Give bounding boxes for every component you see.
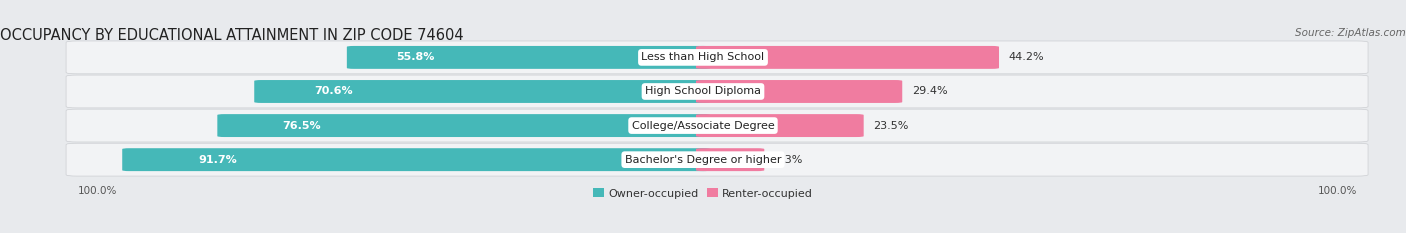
- Text: 29.4%: 29.4%: [912, 86, 948, 96]
- FancyBboxPatch shape: [66, 41, 1368, 74]
- FancyBboxPatch shape: [696, 114, 863, 137]
- Text: 100.0%: 100.0%: [1317, 186, 1357, 196]
- Text: 23.5%: 23.5%: [873, 120, 908, 130]
- FancyBboxPatch shape: [696, 46, 1000, 69]
- Legend: Owner-occupied, Renter-occupied: Owner-occupied, Renter-occupied: [589, 184, 817, 203]
- FancyBboxPatch shape: [122, 148, 710, 171]
- Text: 70.6%: 70.6%: [315, 86, 353, 96]
- Text: High School Diploma: High School Diploma: [645, 86, 761, 96]
- FancyBboxPatch shape: [66, 143, 1368, 176]
- FancyBboxPatch shape: [218, 114, 710, 137]
- FancyBboxPatch shape: [66, 75, 1368, 108]
- Text: OCCUPANCY BY EDUCATIONAL ATTAINMENT IN ZIP CODE 74604: OCCUPANCY BY EDUCATIONAL ATTAINMENT IN Z…: [0, 28, 464, 43]
- FancyBboxPatch shape: [347, 46, 710, 69]
- Text: 44.2%: 44.2%: [1010, 52, 1045, 62]
- Text: Source: ZipAtlas.com: Source: ZipAtlas.com: [1295, 28, 1406, 38]
- Text: 55.8%: 55.8%: [395, 52, 434, 62]
- FancyBboxPatch shape: [696, 148, 765, 171]
- Text: 100.0%: 100.0%: [77, 186, 117, 196]
- Text: Less than High School: Less than High School: [641, 52, 765, 62]
- FancyBboxPatch shape: [696, 80, 903, 103]
- Text: College/Associate Degree: College/Associate Degree: [631, 120, 775, 130]
- Text: 76.5%: 76.5%: [281, 120, 321, 130]
- Text: 91.7%: 91.7%: [198, 155, 236, 165]
- FancyBboxPatch shape: [66, 109, 1368, 142]
- Text: 8.3%: 8.3%: [775, 155, 803, 165]
- FancyBboxPatch shape: [254, 80, 710, 103]
- Text: Bachelor's Degree or higher: Bachelor's Degree or higher: [624, 155, 782, 165]
